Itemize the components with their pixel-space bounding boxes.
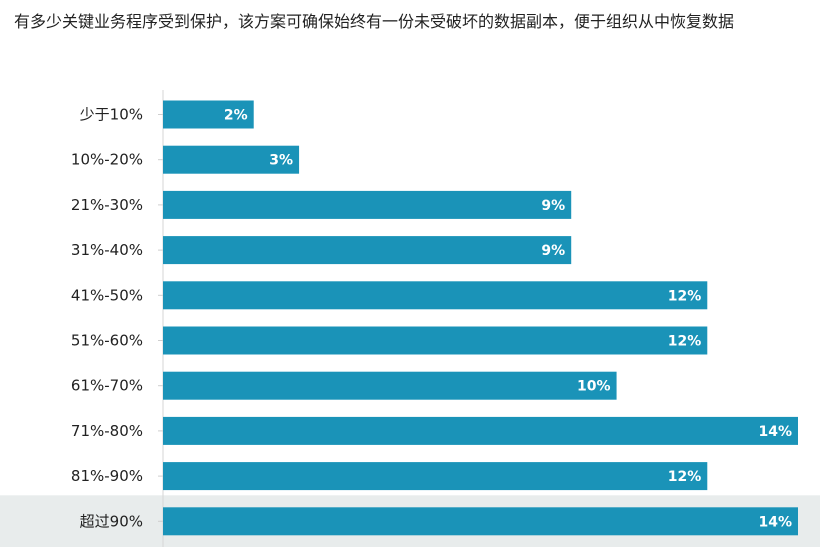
chart-title: 有多少关键业务程序受到保护，该方案可确保始终有一份未受破坏的数据副本，便于组织从… (14, 12, 735, 31)
data-label: 14% (758, 424, 792, 440)
bar (163, 190, 572, 219)
data-label: 12% (668, 288, 702, 304)
category-label: 10%-20% (71, 151, 143, 169)
bar (163, 100, 254, 129)
category-label: 31%-40% (71, 241, 143, 259)
category-label: 超过90% (80, 512, 143, 530)
category-label: 51%-60% (71, 332, 143, 350)
bar (163, 371, 617, 400)
data-label: 12% (668, 334, 702, 350)
category-label: 81%-90% (71, 467, 143, 485)
bar (163, 416, 798, 445)
data-label: 10% (577, 379, 611, 395)
bar (163, 145, 300, 174)
data-label: 12% (668, 469, 702, 485)
data-label: 14% (758, 514, 792, 530)
category-label: 61%-70% (71, 377, 143, 395)
bar (163, 507, 798, 536)
category-label: 21%-30% (71, 196, 143, 214)
data-label: 3% (269, 153, 293, 169)
category-label: 41%-50% (71, 286, 143, 304)
bar (163, 326, 708, 355)
data-label: 2% (224, 108, 248, 124)
category-label: 71%-80% (71, 422, 143, 440)
bar (163, 462, 708, 491)
bar (163, 281, 708, 310)
category-label: 少于10% (80, 106, 143, 124)
data-label: 9% (541, 198, 565, 214)
data-label: 9% (541, 243, 565, 259)
bar (163, 236, 572, 265)
